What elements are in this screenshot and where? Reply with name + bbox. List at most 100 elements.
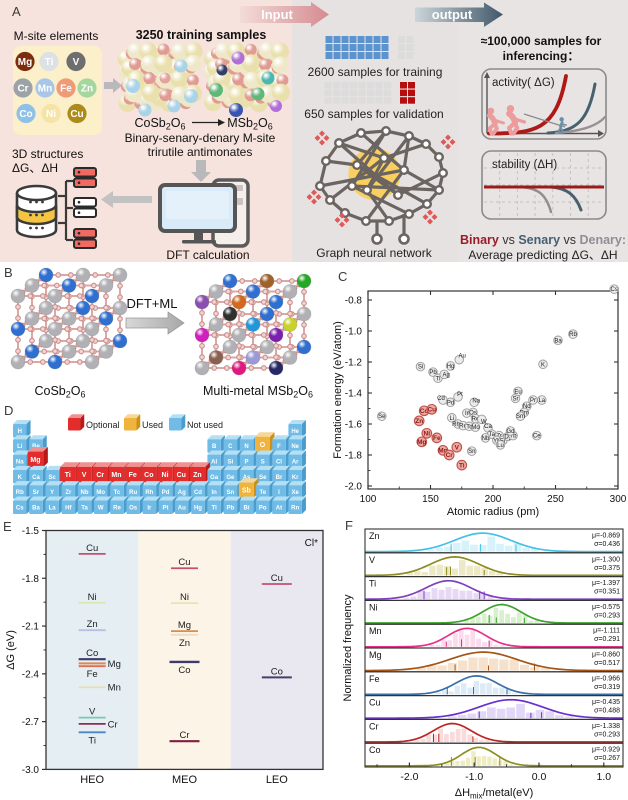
svg-text:σ=0.517: σ=0.517 (594, 660, 620, 667)
svg-text:≈100,000 samples for: ≈100,000 samples for (481, 34, 602, 48)
svg-text:Cu: Cu (177, 472, 186, 479)
svg-text:Au: Au (459, 354, 466, 360)
svg-text:Ca: Ca (484, 424, 492, 430)
svg-text:Cu: Cu (271, 573, 283, 584)
svg-text:Pr: Pr (530, 398, 536, 404)
svg-text:Cr: Cr (96, 472, 104, 479)
svg-text:Lu: Lu (497, 443, 504, 449)
svg-text:μ=-0.860: μ=-0.860 (592, 652, 620, 659)
svg-text:Sn: Sn (227, 490, 235, 496)
svg-text:Fe: Fe (87, 669, 98, 680)
svg-text:Co: Co (178, 665, 190, 676)
svg-text:Mn: Mn (438, 448, 447, 455)
svg-text:Cd: Cd (194, 490, 202, 496)
svg-text:MEO: MEO (172, 774, 198, 786)
svg-text:Tc: Tc (114, 490, 121, 496)
svg-text:Tl: Tl (436, 376, 441, 382)
svg-text:Rh: Rh (452, 422, 460, 428)
svg-text:O: O (260, 442, 266, 449)
svg-text:Li: Li (17, 444, 23, 450)
svg-text:Tc: Tc (466, 424, 472, 430)
svg-text:100: 100 (360, 494, 377, 505)
svg-text:-1.6: -1.6 (345, 420, 363, 431)
svg-text:Not used: Not used (187, 420, 223, 430)
svg-text:-1.0: -1.0 (345, 327, 363, 338)
svg-text:Co: Co (271, 666, 283, 677)
svg-text:Ne: Ne (291, 444, 299, 450)
svg-text:Pb: Pb (429, 370, 437, 376)
svg-text:Os: Os (129, 505, 138, 511)
svg-text:Se: Se (259, 475, 267, 481)
svg-text:F: F (345, 518, 353, 533)
svg-text:σ=0.351: σ=0.351 (594, 589, 620, 596)
svg-text:HEO: HEO (80, 774, 104, 786)
svg-text:-1.0: -1.0 (465, 771, 483, 783)
svg-text:B: B (212, 444, 217, 450)
svg-text:trirutile antimonates: trirutile antimonates (148, 145, 253, 159)
svg-text:Sr: Sr (33, 490, 40, 496)
svg-text:μ=-0.966: μ=-0.966 (592, 675, 620, 682)
svg-text:Binary-senary-denary M-site: Binary-senary-denary M-site (125, 131, 276, 145)
svg-text:Multi-metal MSb2O6: Multi-metal MSb2O6 (203, 384, 313, 400)
svg-text:Binary vs Senary vs Denary:: Binary vs Senary vs Denary: (460, 233, 626, 247)
svg-text:Ca: Ca (32, 475, 40, 481)
svg-text:M-site elements: M-site elements (14, 29, 99, 43)
svg-text:Nd: Nd (523, 404, 531, 410)
svg-text:Sm: Sm (516, 414, 525, 420)
svg-text:Sn: Sn (468, 449, 475, 455)
svg-text:Zr: Zr (65, 490, 72, 496)
svg-text:Ta: Ta (489, 432, 496, 438)
svg-text:300: 300 (610, 494, 627, 505)
svg-text:Li: Li (449, 416, 454, 422)
svg-text:Ru: Ru (129, 490, 137, 496)
svg-text:μ=-1.111: μ=-1.111 (593, 628, 620, 635)
svg-text:μ=-0.435: μ=-0.435 (592, 699, 620, 706)
svg-text:Sr: Sr (513, 396, 519, 402)
svg-text:S: S (261, 460, 265, 466)
svg-text:Xe: Xe (291, 490, 299, 496)
svg-text:μ=-0.869: μ=-0.869 (592, 533, 620, 540)
svg-text:-1.8: -1.8 (345, 451, 363, 462)
svg-text:Mn: Mn (111, 472, 121, 479)
svg-text:V: V (73, 57, 80, 68)
svg-text:Pd: Pd (162, 490, 170, 496)
svg-text:Ir: Ir (147, 505, 152, 511)
svg-text:Gd: Gd (506, 429, 514, 435)
svg-text:Hg: Hg (194, 505, 202, 511)
svg-text:Hf: Hf (65, 505, 72, 511)
svg-text:Os: Os (469, 410, 477, 416)
svg-text:D: D (4, 403, 13, 418)
svg-text:Ag: Ag (178, 490, 186, 496)
svg-text:Cl: Cl (276, 460, 282, 466)
svg-text:Mo: Mo (471, 425, 480, 431)
svg-text:Rb: Rb (569, 332, 577, 338)
svg-text:σ=0.291: σ=0.291 (594, 636, 620, 643)
svg-text:Nb: Nb (81, 490, 89, 496)
svg-text:ΔG、ΔH: ΔG、ΔH (12, 161, 58, 175)
svg-text:stability (ΔH): stability (ΔH) (492, 159, 557, 171)
svg-text:Pb: Pb (227, 505, 235, 511)
svg-text:He: He (291, 429, 299, 435)
svg-text:Ti: Ti (65, 472, 71, 479)
svg-text:C: C (228, 444, 233, 450)
svg-text:Formation energy (eV/atom): Formation energy (eV/atom) (332, 321, 344, 459)
svg-text:inferencing：: inferencing： (503, 49, 580, 63)
svg-text:Co: Co (19, 109, 32, 120)
svg-text:Mn: Mn (38, 84, 52, 95)
svg-text:μ=-1.338: μ=-1.338 (592, 723, 620, 730)
svg-text:Mg: Mg (369, 650, 382, 660)
svg-text:Cr: Cr (17, 84, 28, 95)
svg-text:La: La (49, 505, 57, 511)
svg-text:Atomic radius (pm): Atomic radius (pm) (447, 506, 539, 518)
svg-text:Co: Co (369, 745, 381, 755)
svg-text:At: At (276, 505, 282, 511)
svg-text:3D structures: 3D structures (12, 147, 83, 161)
svg-text:Pt: Pt (163, 505, 169, 511)
svg-text:Te: Te (259, 490, 266, 496)
svg-text:Nb: Nb (482, 436, 490, 442)
svg-text:250: 250 (547, 494, 564, 505)
svg-text:Ni: Ni (369, 602, 378, 612)
svg-text:Cu: Cu (369, 698, 381, 708)
svg-text:Dy: Dy (504, 434, 511, 440)
svg-text:Rh: Rh (145, 490, 153, 496)
